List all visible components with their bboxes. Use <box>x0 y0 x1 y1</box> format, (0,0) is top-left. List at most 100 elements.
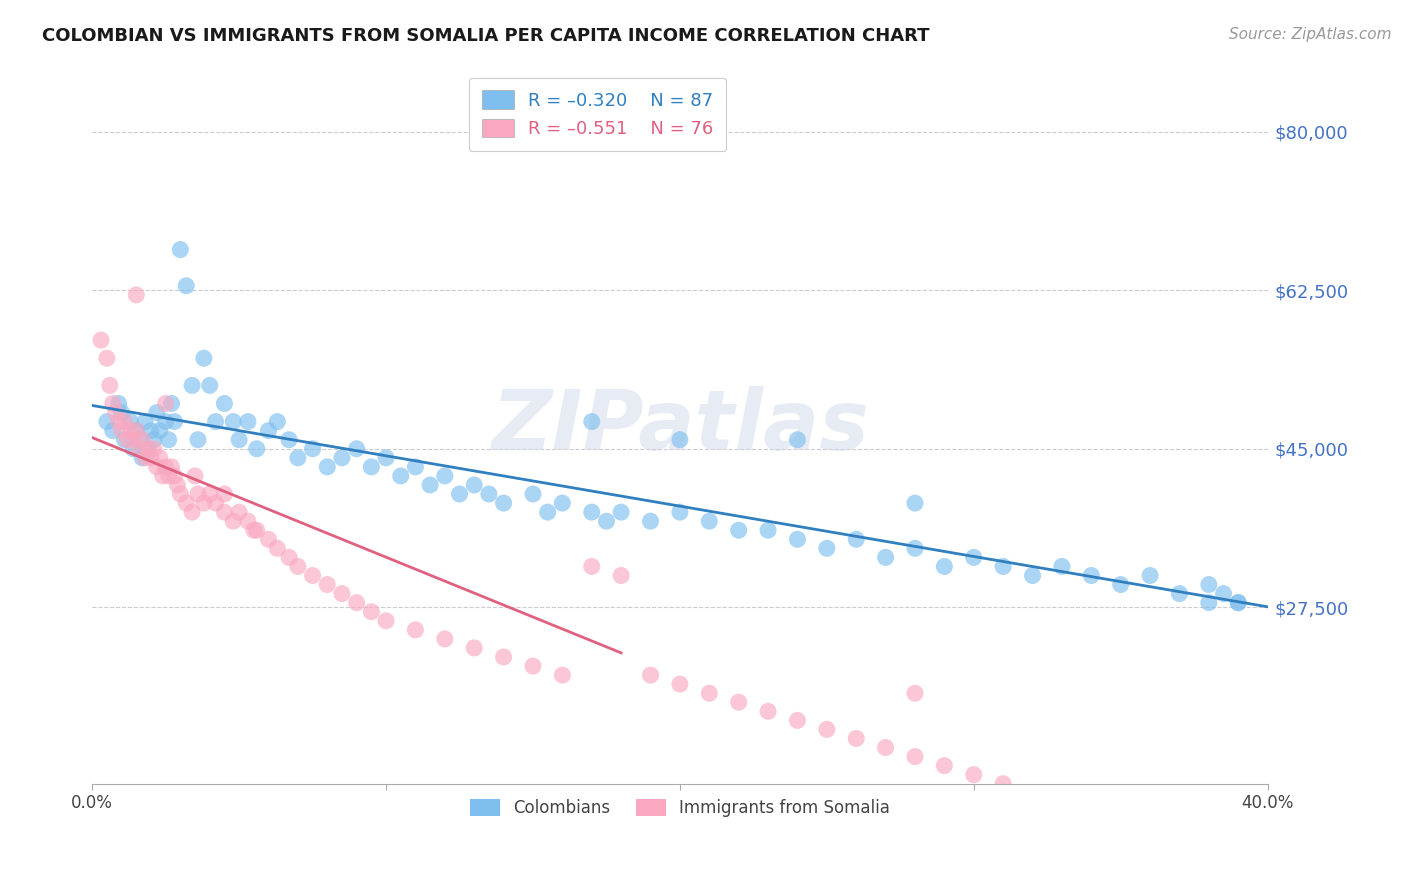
Point <box>122 433 145 447</box>
Point <box>266 415 288 429</box>
Point <box>134 450 156 465</box>
Point <box>163 415 186 429</box>
Point <box>122 442 145 456</box>
Point <box>404 459 426 474</box>
Point <box>136 442 159 456</box>
Point <box>845 731 868 746</box>
Point <box>875 740 897 755</box>
Point <box>934 559 956 574</box>
Point <box>963 767 986 781</box>
Point <box>117 433 139 447</box>
Point <box>96 351 118 366</box>
Point <box>184 469 207 483</box>
Point <box>389 469 412 483</box>
Point <box>551 668 574 682</box>
Point <box>96 415 118 429</box>
Point <box>537 505 560 519</box>
Point <box>149 450 172 465</box>
Point <box>163 469 186 483</box>
Point <box>669 505 692 519</box>
Point <box>139 450 162 465</box>
Point <box>330 586 353 600</box>
Text: Source: ZipAtlas.com: Source: ZipAtlas.com <box>1229 27 1392 42</box>
Point <box>114 415 136 429</box>
Point <box>174 278 197 293</box>
Point <box>204 415 226 429</box>
Point <box>492 496 515 510</box>
Point <box>875 550 897 565</box>
Point <box>433 632 456 646</box>
Point <box>187 487 209 501</box>
Point <box>155 396 177 410</box>
Point <box>419 478 441 492</box>
Point <box>110 424 132 438</box>
Point <box>287 450 309 465</box>
Point <box>1139 568 1161 582</box>
Point <box>727 695 749 709</box>
Point <box>756 523 779 537</box>
Point <box>815 723 838 737</box>
Point <box>904 749 927 764</box>
Point <box>142 433 165 447</box>
Point <box>1050 559 1073 574</box>
Point <box>198 487 221 501</box>
Point <box>131 450 153 465</box>
Point <box>90 333 112 347</box>
Point <box>991 559 1014 574</box>
Point <box>131 433 153 447</box>
Point <box>125 424 148 438</box>
Point <box>169 487 191 501</box>
Point <box>181 378 204 392</box>
Point <box>1021 568 1043 582</box>
Point <box>1227 596 1250 610</box>
Point <box>204 496 226 510</box>
Point <box>193 351 215 366</box>
Point <box>157 433 180 447</box>
Point <box>1021 786 1043 800</box>
Point <box>246 442 269 456</box>
Point <box>1080 568 1102 582</box>
Point <box>174 496 197 510</box>
Point <box>128 433 150 447</box>
Point <box>786 714 808 728</box>
Point <box>142 442 165 456</box>
Point <box>157 469 180 483</box>
Point <box>316 459 339 474</box>
Point <box>149 424 172 438</box>
Point <box>1198 596 1220 610</box>
Point <box>134 415 156 429</box>
Point <box>934 758 956 772</box>
Point <box>640 668 662 682</box>
Point <box>845 533 868 547</box>
Point <box>214 487 236 501</box>
Point <box>128 442 150 456</box>
Point <box>136 442 159 456</box>
Point <box>963 550 986 565</box>
Point <box>287 559 309 574</box>
Point <box>727 523 749 537</box>
Point <box>198 378 221 392</box>
Point <box>904 496 927 510</box>
Point <box>449 487 471 501</box>
Point <box>236 415 259 429</box>
Point <box>120 415 142 429</box>
Point <box>166 478 188 492</box>
Point <box>595 514 617 528</box>
Point <box>104 405 127 419</box>
Point <box>222 415 245 429</box>
Point <box>214 396 236 410</box>
Point <box>697 686 720 700</box>
Point <box>522 487 544 501</box>
Point <box>478 487 501 501</box>
Point <box>786 533 808 547</box>
Point <box>101 424 124 438</box>
Point <box>155 415 177 429</box>
Point <box>152 469 174 483</box>
Point <box>375 614 398 628</box>
Point <box>316 577 339 591</box>
Point <box>1198 577 1220 591</box>
Point <box>786 433 808 447</box>
Point <box>991 777 1014 791</box>
Point <box>193 496 215 510</box>
Point <box>1109 577 1132 591</box>
